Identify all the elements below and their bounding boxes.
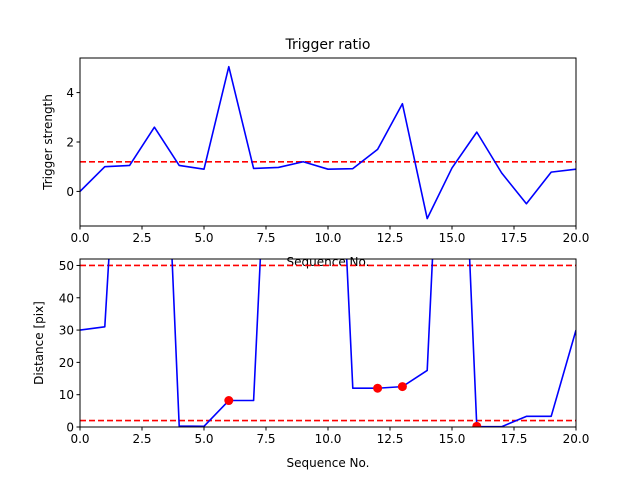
y-tick-label: 0 xyxy=(66,185,74,199)
y-ticks: 0 2 4 xyxy=(66,86,80,199)
y-tick-label: 40 xyxy=(59,291,74,305)
x-tick-label: 2.5 xyxy=(132,432,151,446)
distance-plot: Sequence No. Distance [pix] 0.0 2.5 5.0 7.5… xyxy=(32,258,589,470)
x-tick-label: 0.0 xyxy=(70,231,89,245)
y-axis-label: Distance [pix] xyxy=(32,301,46,385)
y-tick-label: 4 xyxy=(66,86,74,100)
y-ticks: 0 10 20 30 40 50 xyxy=(59,259,80,435)
data-point xyxy=(224,396,234,406)
x-tick-label: 0.0 xyxy=(70,432,89,446)
x-tick-label: 7.5 xyxy=(256,432,275,446)
x-tick-label: 15.0 xyxy=(439,432,466,446)
y-tick-label: 2 xyxy=(66,136,74,150)
x-tick-label: 20.0 xyxy=(563,432,590,446)
plot-area xyxy=(80,65,576,220)
x-tick-label: 7.5 xyxy=(256,231,275,245)
x-tick-label: 10.0 xyxy=(315,432,342,446)
data-point xyxy=(472,421,482,427)
x-tick-label: 5.0 xyxy=(194,432,213,446)
y-tick-label: 20 xyxy=(59,356,74,370)
axes-frame xyxy=(79,57,577,227)
x-tick-label: 17.5 xyxy=(501,432,528,446)
x-axis-label: Sequence No. xyxy=(287,456,370,470)
axes-frame xyxy=(79,258,577,428)
x-tick-label: 10.0 xyxy=(315,231,342,245)
data-point xyxy=(397,382,407,392)
data-point xyxy=(373,383,383,393)
x-axis-label: Sequence No. xyxy=(287,255,370,269)
chart-title: Trigger ratio xyxy=(284,37,370,53)
x-tick-label: 2.5 xyxy=(132,231,151,245)
y-tick-label: 0 xyxy=(66,421,74,435)
y-tick-label: 50 xyxy=(59,259,74,273)
x-tick-label: 20.0 xyxy=(563,231,590,245)
x-tick-label: 12.5 xyxy=(377,432,404,446)
x-ticks: 0.0 2.5 5.0 7.5 10.0 12.5 15.0 17.5 20.0 xyxy=(70,427,589,446)
x-tick-label: 5.0 xyxy=(194,231,213,245)
y-tick-label: 10 xyxy=(59,388,74,402)
x-tick-label: 15.0 xyxy=(439,231,466,245)
series-line xyxy=(80,65,576,220)
y-axis-label: Trigger strength xyxy=(41,94,55,191)
x-tick-label: 17.5 xyxy=(501,231,528,245)
x-ticks: 0.0 2.5 5.0 7.5 10.0 12.5 15.0 17.5 20.0 xyxy=(70,226,589,245)
y-tick-label: 30 xyxy=(59,324,74,338)
x-tick-label: 12.5 xyxy=(377,231,404,245)
